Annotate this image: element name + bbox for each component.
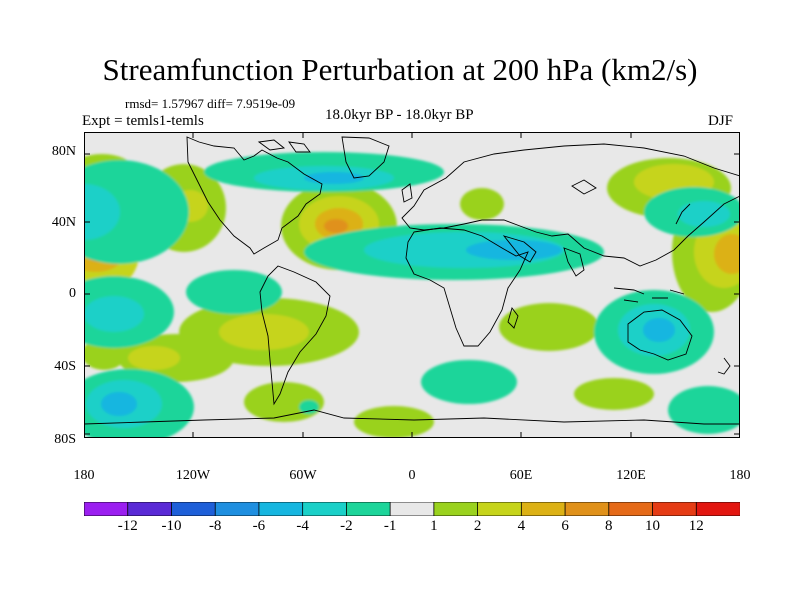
colorbar-label: -6	[252, 518, 266, 534]
contour-region	[299, 400, 319, 414]
streamfunction-map	[84, 132, 740, 438]
colorbar-label: 1	[430, 518, 438, 534]
lon-tick-60e: 60E	[509, 468, 533, 483]
contour-region	[574, 378, 654, 410]
diff-label: diff=	[207, 96, 233, 111]
stats-line: rmsd= 1.57967 diff= 7.9519e-09	[125, 96, 295, 112]
colorbar-label: 12	[688, 518, 704, 534]
contour-region	[84, 160, 189, 264]
colorbar-label: 10	[645, 518, 661, 534]
contour-region	[128, 346, 180, 370]
colorbar-swatch	[214, 502, 260, 516]
lon-tick-180w: 180	[73, 468, 95, 483]
colorbar	[84, 502, 740, 516]
colorbar-swatch	[564, 502, 610, 516]
rmsd-value: 1.57967	[161, 96, 204, 111]
plot-title: Streamfunction Perturbation at 200 hPa (…	[102, 52, 698, 87]
contour-region	[186, 270, 282, 314]
colorbar-swatch	[84, 502, 129, 516]
colorbar-label: -4	[296, 518, 309, 534]
colorbar-swatch	[258, 502, 304, 516]
contour-region	[219, 314, 309, 350]
colorbar-swatch	[695, 502, 740, 516]
colorbar-label: 8	[605, 518, 613, 534]
contour-region	[84, 296, 144, 332]
contour-region	[101, 392, 137, 416]
lon-tick-60w: 60W	[289, 468, 317, 483]
colorbar-swatch	[520, 502, 566, 516]
lat-tick-40S: 40S	[54, 359, 76, 374]
contour-region	[643, 318, 675, 342]
colorbar-swatch	[127, 502, 173, 516]
contour-region	[460, 188, 504, 220]
experiment-label: Expt = temls1-temls	[82, 113, 204, 129]
ticks	[84, 132, 740, 438]
rmsd-label: rmsd=	[125, 96, 159, 111]
contour-region	[668, 386, 740, 434]
colorbar-swatch	[345, 502, 391, 516]
contour-region	[678, 201, 730, 227]
contour-fills	[84, 152, 740, 438]
contour-region	[324, 219, 348, 233]
colorbar-swatch	[171, 502, 216, 516]
lat-tick-0: 0	[69, 286, 76, 301]
colorbar-swatch	[477, 502, 523, 516]
colorbar-label: -1	[383, 518, 397, 534]
contour-region	[304, 172, 364, 184]
contour-region	[714, 234, 740, 274]
colorbar-label: -8	[208, 518, 222, 534]
contour-region	[354, 406, 434, 438]
colorbar-label: -2	[340, 518, 353, 534]
lon-tick-120e: 120E	[616, 468, 646, 483]
lat-tick-80N: 80N	[51, 144, 76, 159]
colorbar-swatch	[389, 502, 435, 516]
coastlines	[84, 136, 740, 425]
diff-value: 7.9519e-09	[236, 96, 296, 111]
colorbar-label: -10	[161, 518, 182, 534]
colorbar-label: -12	[117, 518, 138, 534]
contour-region	[499, 303, 599, 351]
colorbar-swatch	[608, 502, 654, 516]
colorbar-label: 4	[517, 518, 526, 534]
contour-region	[421, 360, 517, 404]
colorbar-swatch	[433, 502, 479, 516]
season-label: DJF	[708, 113, 734, 129]
period-label: 18.0kyr BP - 18.0kyr BP	[325, 107, 474, 123]
lon-tick-0: 0	[408, 468, 416, 483]
contour-region	[84, 184, 120, 240]
colorbar-swatch	[652, 502, 697, 516]
lat-tick-80S: 80S	[54, 432, 76, 447]
colorbar-label: 2	[473, 518, 482, 534]
colorbar-label: 6	[561, 518, 569, 534]
lat-tick-40N: 40N	[51, 215, 76, 230]
lon-tick-180e: 180	[729, 468, 751, 483]
lon-tick-120w: 120W	[175, 468, 211, 483]
colorbar-swatch	[302, 502, 348, 516]
contour-region	[466, 240, 562, 260]
